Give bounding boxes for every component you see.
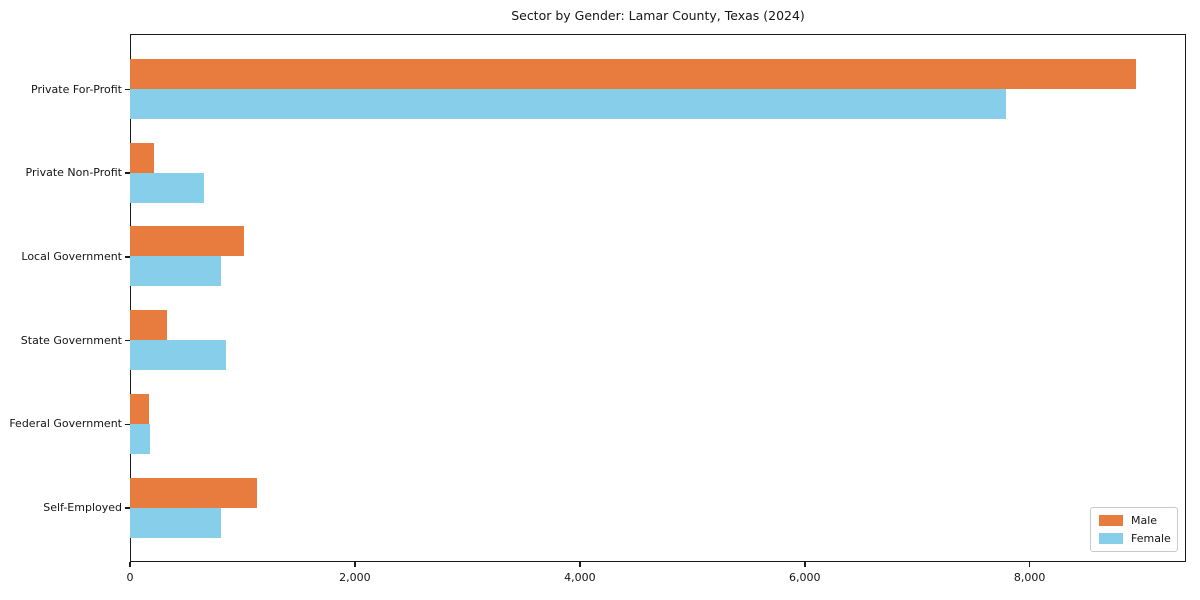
x-tick-2 — [579, 562, 581, 567]
y-axis-label-1: Private Non-Profit — [25, 166, 122, 180]
y-tick-4 — [125, 423, 130, 426]
bar-female-3 — [129, 340, 226, 371]
x-tick-label-2: 4,000 — [564, 571, 596, 584]
bar-male-3 — [129, 310, 167, 341]
bar-female-4 — [129, 423, 151, 454]
bar-female-0 — [129, 89, 1006, 119]
legend-label-female: Female — [1131, 532, 1171, 545]
legend-entry-female: Female — [1099, 532, 1171, 545]
bar-female-5 — [129, 507, 222, 538]
y-axis-label-5: Self-Employed — [43, 501, 122, 514]
y-axis-label-2: Local Government — [21, 249, 122, 263]
legend-label-male: Male — [1131, 514, 1158, 527]
legend: Male Female — [1090, 507, 1178, 552]
y-tick-0 — [125, 88, 130, 91]
bar-male-4 — [129, 393, 149, 424]
x-tick-label-0: 0 — [126, 571, 134, 584]
x-tick-4 — [1028, 562, 1031, 567]
plot-area — [129, 34, 1186, 562]
bar-male-5 — [129, 477, 257, 508]
chart-title: Sector by Gender: Lamar County, Texas (2… — [511, 8, 805, 23]
x-tick-3 — [804, 562, 806, 567]
bar-female-2 — [129, 256, 222, 287]
y-tick-5 — [125, 507, 130, 509]
y-tick-3 — [125, 339, 130, 342]
x-tick-label-4: 8,000 — [1013, 571, 1046, 584]
y-axis-label-4: Federal Government — [9, 417, 122, 431]
legend-swatch-male — [1099, 515, 1123, 526]
x-tick-label-3: 6,000 — [789, 571, 821, 584]
y-axis-label-0: Private For-Profit — [31, 82, 122, 96]
legend-swatch-female — [1099, 533, 1123, 544]
bar-male-0 — [129, 59, 1137, 89]
bar-male-1 — [129, 142, 154, 173]
x-tick-label-1: 2,000 — [339, 571, 371, 584]
x-tick-0 — [129, 562, 131, 567]
y-axis-label-3: State Government — [20, 333, 122, 347]
bar-male-2 — [129, 226, 245, 257]
bar-female-1 — [129, 172, 204, 203]
y-tick-1 — [125, 172, 130, 174]
legend-entry-male: Male — [1099, 514, 1169, 527]
y-tick-2 — [125, 256, 130, 258]
x-tick-1 — [354, 562, 356, 567]
bars-layer — [129, 34, 1186, 562]
